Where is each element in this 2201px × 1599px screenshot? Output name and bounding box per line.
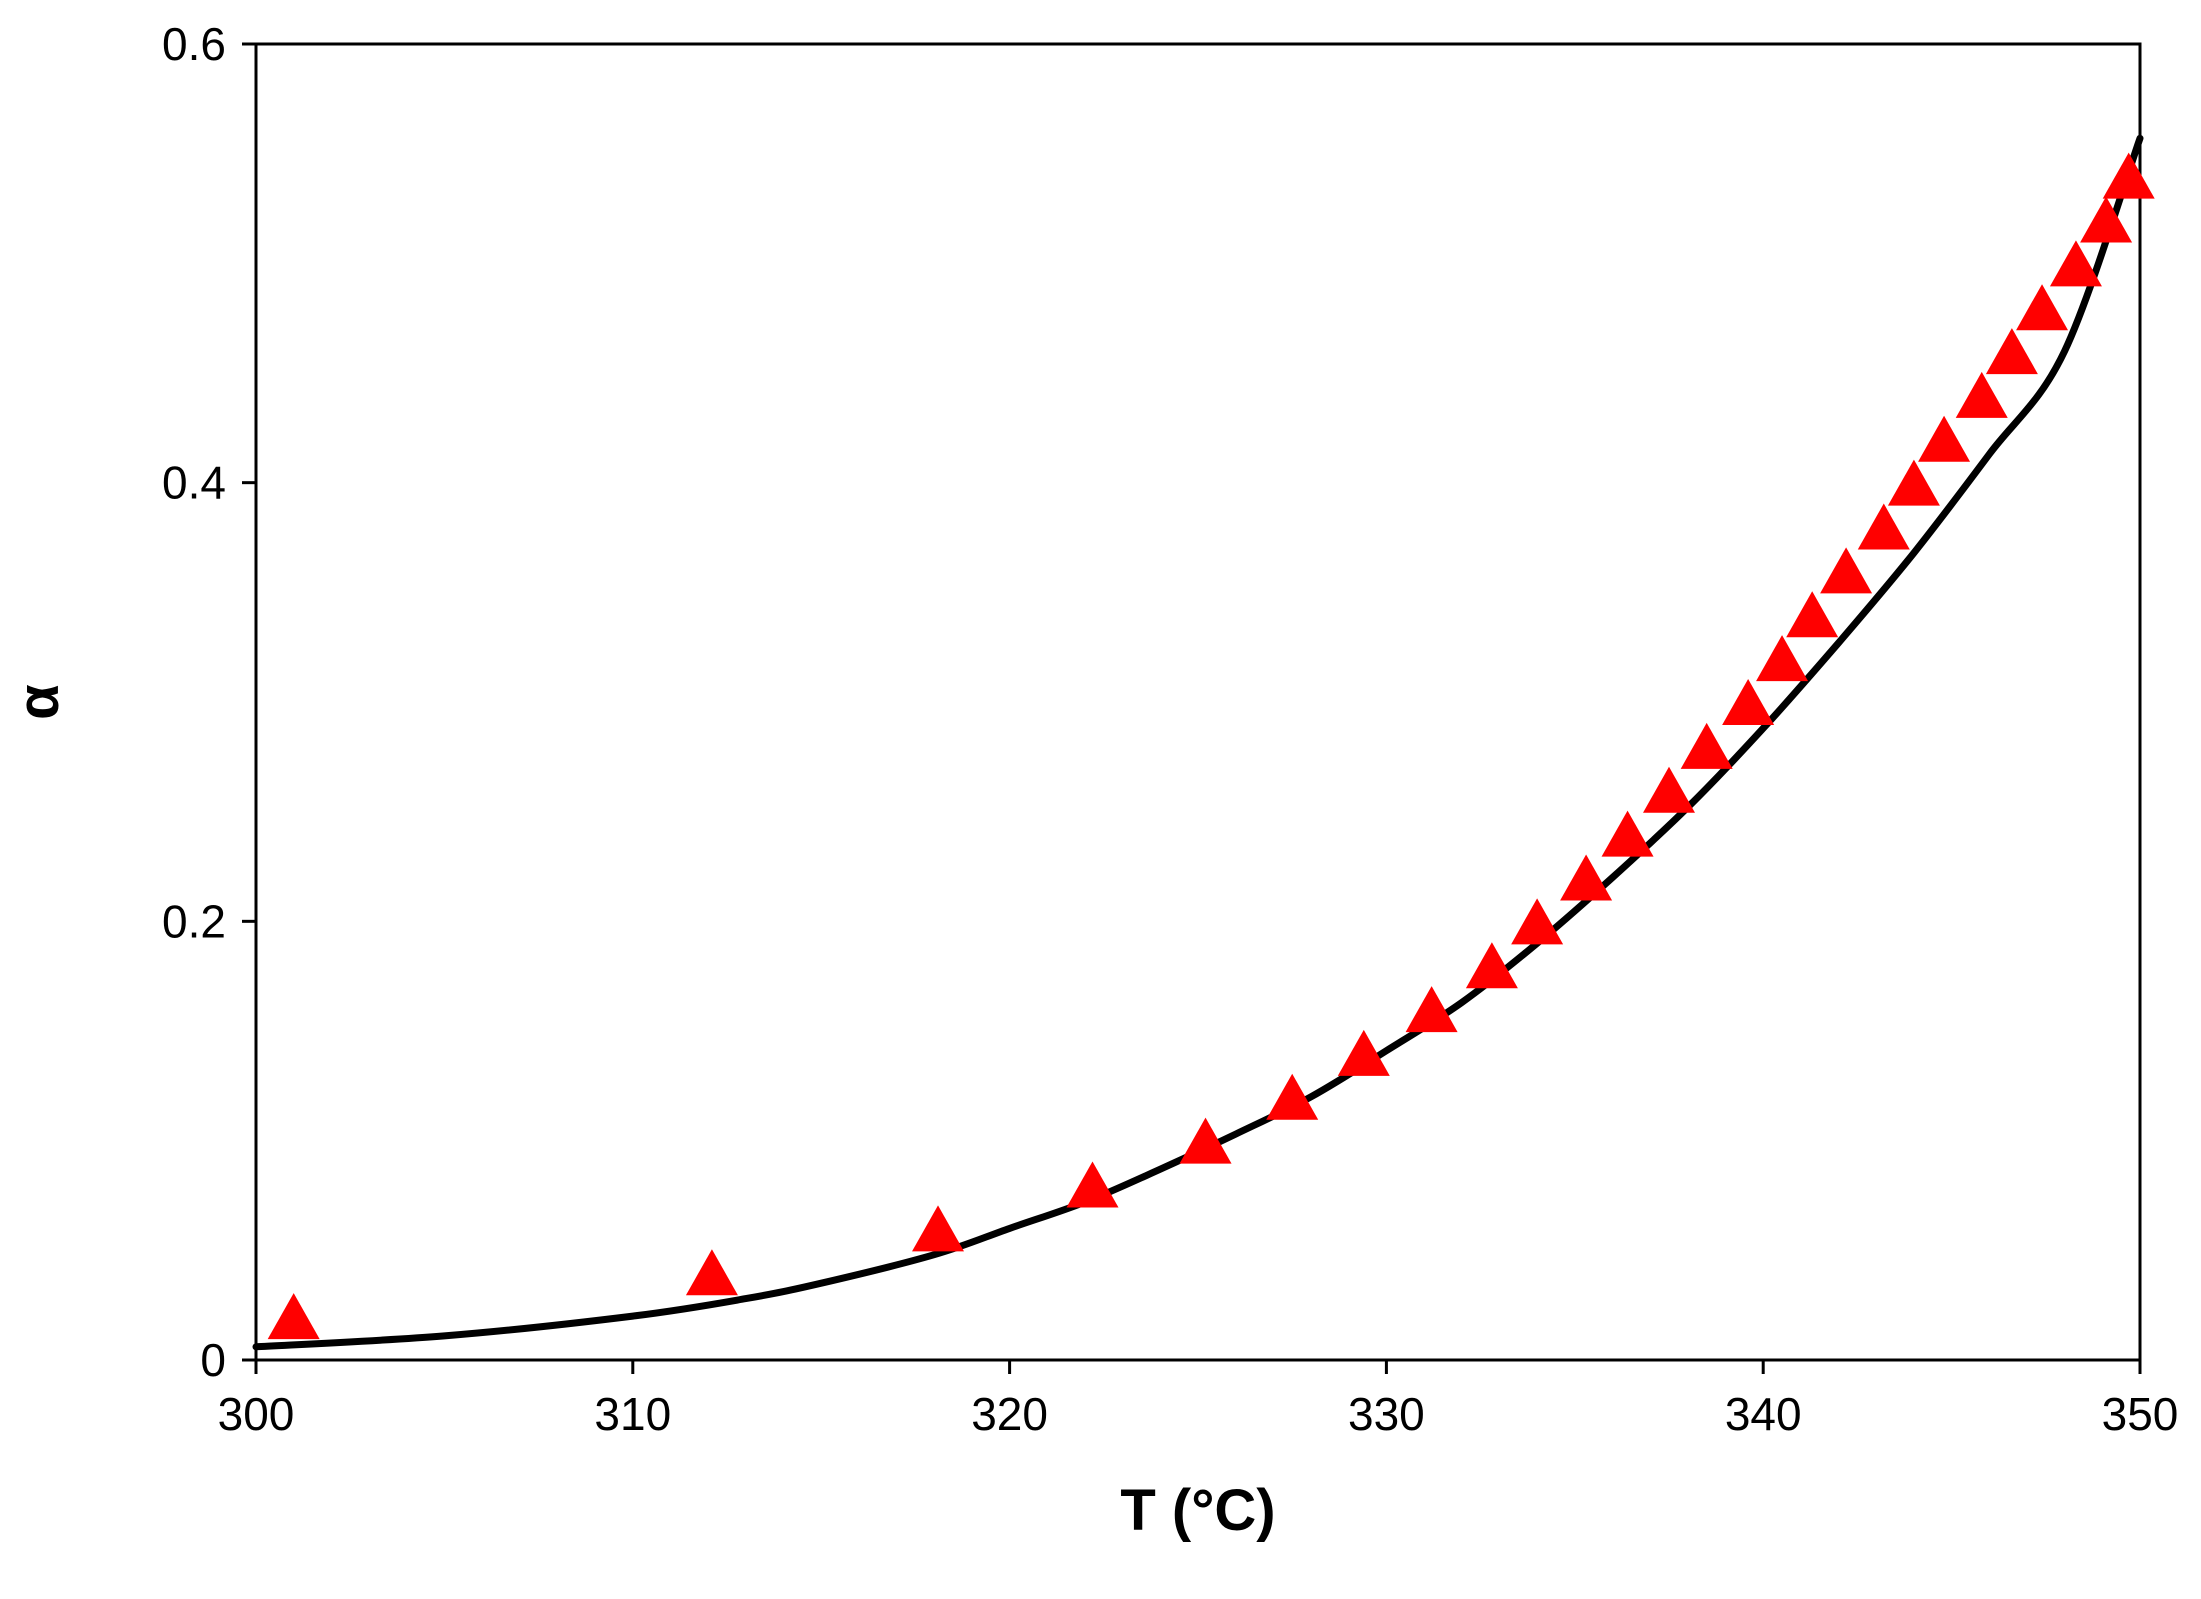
- axis-ticks: [242, 42, 2142, 1374]
- data-point-triangle: [1560, 854, 1613, 901]
- plot-area-frame: [254, 42, 2142, 1362]
- data-point-triangle: [2049, 240, 2102, 287]
- data-point-triangle: [1066, 1161, 1119, 1208]
- data-point-triangle: [1405, 986, 1458, 1033]
- data-point-triangle: [1887, 459, 1940, 506]
- data-point-triangle: [2016, 284, 2069, 331]
- x-tick-label: 340: [1725, 1388, 1802, 1440]
- data-point-triangle: [1179, 1117, 1232, 1164]
- data-point-triangle: [1820, 547, 1873, 594]
- data-markers: [267, 152, 2155, 1340]
- data-point-triangle: [267, 1293, 320, 1340]
- data-point-triangle: [1511, 898, 1564, 945]
- y-tick-label: 0.6: [162, 18, 226, 70]
- data-point-triangle: [1465, 942, 1518, 989]
- y-tick-label: 0.2: [162, 895, 226, 947]
- data-point-triangle: [1857, 503, 1910, 550]
- tick-labels: 300 310 320 330 340 350 0 0.2 0.4 0.6: [162, 18, 2178, 1440]
- x-axis-label: T (°C): [1120, 1478, 1275, 1543]
- fit-curve: [252, 134, 2144, 1351]
- x-tick-label: 330: [1348, 1388, 1425, 1440]
- data-point-triangle: [1680, 722, 1733, 769]
- data-point-triangle: [1985, 328, 2038, 375]
- data-point-triangle: [2080, 196, 2133, 243]
- data-point-triangle: [685, 1249, 738, 1296]
- y-axis-label: α: [6, 684, 71, 720]
- x-tick-label: 320: [971, 1388, 1048, 1440]
- data-point-triangle: [1337, 1029, 1390, 1076]
- data-point-triangle: [1601, 810, 1654, 857]
- data-point-triangle: [1955, 371, 2008, 418]
- y-tick-label: 0.4: [162, 457, 226, 509]
- data-point-triangle: [1722, 679, 1775, 725]
- data-point-triangle: [1756, 635, 1809, 682]
- x-tick-label: 350: [2102, 1388, 2179, 1440]
- x-tick-label: 310: [594, 1388, 671, 1440]
- data-point-triangle: [1786, 591, 1839, 638]
- y-tick-label: 0: [200, 1334, 226, 1386]
- data-point-triangle: [1643, 766, 1695, 813]
- data-point-triangle: [912, 1205, 965, 1252]
- data-point-triangle: [1918, 415, 1971, 462]
- data-point-triangle: [2102, 152, 2155, 199]
- x-tick-label: 300: [218, 1388, 295, 1440]
- data-point-triangle: [1266, 1073, 1319, 1120]
